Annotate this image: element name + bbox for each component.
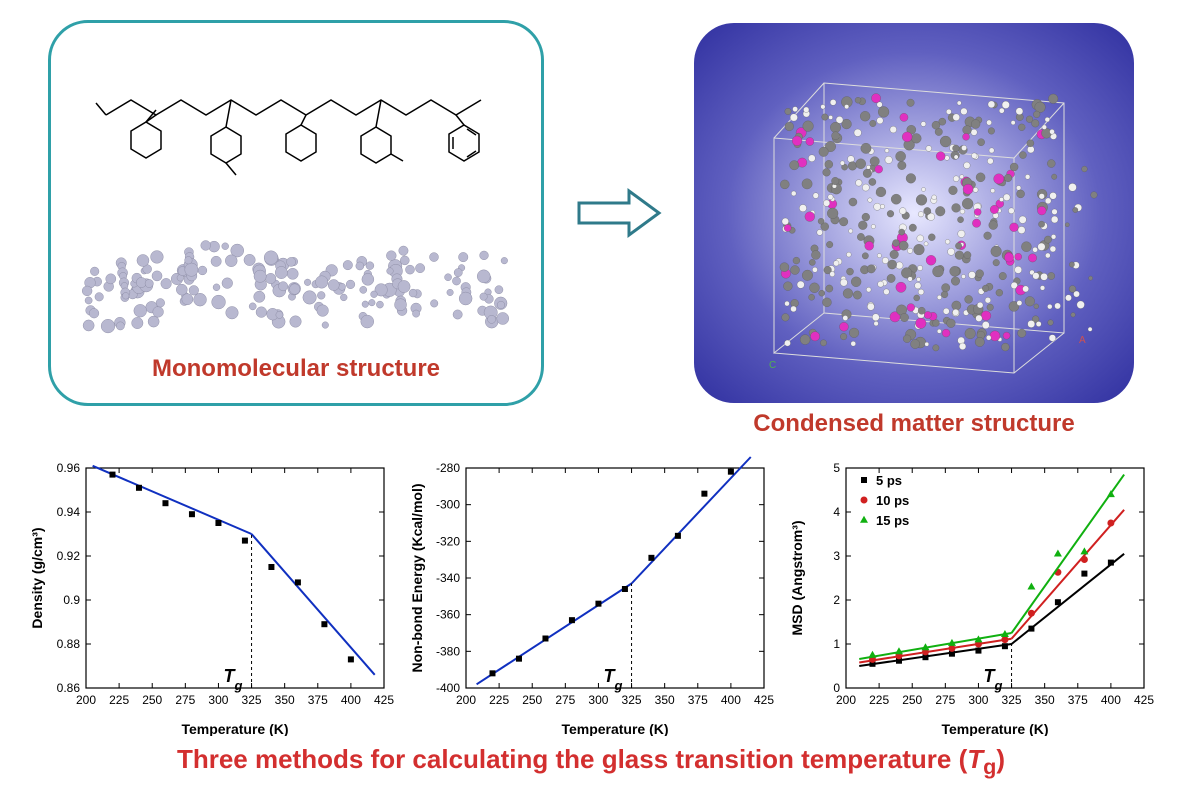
svg-text:Temperature (K): Temperature (K) bbox=[941, 721, 1048, 736]
svg-text:-340: -340 bbox=[436, 571, 460, 585]
svg-text:350: 350 bbox=[275, 693, 295, 707]
svg-text:275: 275 bbox=[555, 693, 575, 707]
svg-text:-360: -360 bbox=[436, 608, 460, 622]
svg-text:1: 1 bbox=[833, 637, 840, 651]
svg-text:200: 200 bbox=[76, 693, 96, 707]
arrow-icon bbox=[574, 188, 664, 238]
bottom-caption: Three methods for calculating the glass … bbox=[20, 744, 1162, 780]
svg-text:425: 425 bbox=[754, 693, 774, 707]
svg-text:400: 400 bbox=[341, 693, 361, 707]
svg-text:225: 225 bbox=[489, 693, 509, 707]
skeletal-formula bbox=[71, 85, 521, 225]
svg-text:300: 300 bbox=[968, 693, 988, 707]
svg-text:-380: -380 bbox=[436, 644, 460, 658]
svg-text:0.88: 0.88 bbox=[57, 637, 81, 651]
svg-text:250: 250 bbox=[522, 693, 542, 707]
monomolecular-label: Monomolecular structure bbox=[152, 355, 440, 383]
svg-text:5 ps: 5 ps bbox=[876, 473, 902, 488]
svg-text:Temperature (K): Temperature (K) bbox=[181, 721, 288, 736]
charts-row: 2002252502753003253503754004250.860.880.… bbox=[20, 456, 1162, 736]
svg-text:325: 325 bbox=[242, 693, 262, 707]
msd-chart: 200 225 250 275 300 325 350 375 400 425 0 1 2 3 4 5 Temp… bbox=[786, 456, 1156, 736]
svg-text:375: 375 bbox=[1068, 693, 1088, 707]
svg-text:375: 375 bbox=[308, 693, 328, 707]
svg-text:0.86: 0.86 bbox=[57, 681, 81, 695]
svg-text:250: 250 bbox=[142, 693, 162, 707]
caption-tg-sub: g bbox=[983, 754, 996, 779]
svg-text:4: 4 bbox=[833, 505, 840, 519]
caption-suffix: ) bbox=[996, 744, 1005, 774]
condensed-panel: A C Condensed matter structure bbox=[694, 23, 1134, 403]
svg-text:425: 425 bbox=[374, 693, 394, 707]
svg-text:325: 325 bbox=[1002, 693, 1022, 707]
svg-text:350: 350 bbox=[655, 693, 675, 707]
svg-text:350: 350 bbox=[1035, 693, 1055, 707]
svg-text:275: 275 bbox=[175, 693, 195, 707]
svg-text:Non-bond Energy (Kcal/mol): Non-bond Energy (Kcal/mol) bbox=[409, 484, 425, 673]
condensed-label: Condensed matter structure bbox=[753, 410, 1074, 438]
svg-text:0.9: 0.9 bbox=[63, 593, 80, 607]
svg-text:400: 400 bbox=[1101, 693, 1121, 707]
svg-text:300: 300 bbox=[588, 693, 608, 707]
svg-text:225: 225 bbox=[109, 693, 129, 707]
svg-text:-300: -300 bbox=[436, 498, 460, 512]
svg-text:0.92: 0.92 bbox=[57, 549, 81, 563]
svg-text:0: 0 bbox=[833, 681, 840, 695]
svg-text:375: 375 bbox=[688, 693, 708, 707]
svg-text:250: 250 bbox=[902, 693, 922, 707]
svg-text:0.94: 0.94 bbox=[57, 505, 81, 519]
caption-tg: T bbox=[967, 744, 983, 774]
svg-text:400: 400 bbox=[721, 693, 741, 707]
svg-text:5: 5 bbox=[833, 461, 840, 475]
ball-stick-model bbox=[71, 225, 521, 345]
svg-text:300: 300 bbox=[208, 693, 228, 707]
svg-text:2: 2 bbox=[833, 593, 840, 607]
svg-text:0.96: 0.96 bbox=[57, 461, 81, 475]
svg-text:MSD (Angstrom³): MSD (Angstrom³) bbox=[789, 520, 805, 635]
svg-text:-320: -320 bbox=[436, 534, 460, 548]
monomolecular-panel: Monomolecular structure bbox=[48, 20, 544, 406]
svg-text:275: 275 bbox=[935, 693, 955, 707]
svg-text:15 ps: 15 ps bbox=[876, 513, 909, 528]
density-chart: 200 225 250 275 300 325 350 375 400 425 0.86 0.88 0.… bbox=[26, 456, 396, 736]
svg-text:A: A bbox=[1079, 335, 1086, 346]
svg-text:10 ps: 10 ps bbox=[876, 493, 909, 508]
svg-text:3: 3 bbox=[833, 549, 840, 563]
svg-text:Temperature (K): Temperature (K) bbox=[561, 721, 668, 736]
svg-text:200: 200 bbox=[836, 693, 856, 707]
energy-chart: 200 225 250 275 300 325 350 375 400 425 -400 -380 -3… bbox=[406, 456, 776, 736]
top-row: Monomolecular structure A C Condensed ma… bbox=[20, 20, 1162, 406]
svg-text:Density (g/cm³): Density (g/cm³) bbox=[29, 527, 45, 628]
svg-text:-280: -280 bbox=[436, 461, 460, 475]
caption-prefix: Three methods for calculating the glass … bbox=[177, 744, 967, 774]
svg-text:C: C bbox=[769, 360, 776, 371]
condensed-matter-viz: A C bbox=[714, 43, 1114, 383]
svg-text:325: 325 bbox=[622, 693, 642, 707]
svg-text:225: 225 bbox=[869, 693, 889, 707]
svg-text:425: 425 bbox=[1134, 693, 1154, 707]
svg-text:200: 200 bbox=[456, 693, 476, 707]
svg-text:-400: -400 bbox=[436, 681, 460, 695]
